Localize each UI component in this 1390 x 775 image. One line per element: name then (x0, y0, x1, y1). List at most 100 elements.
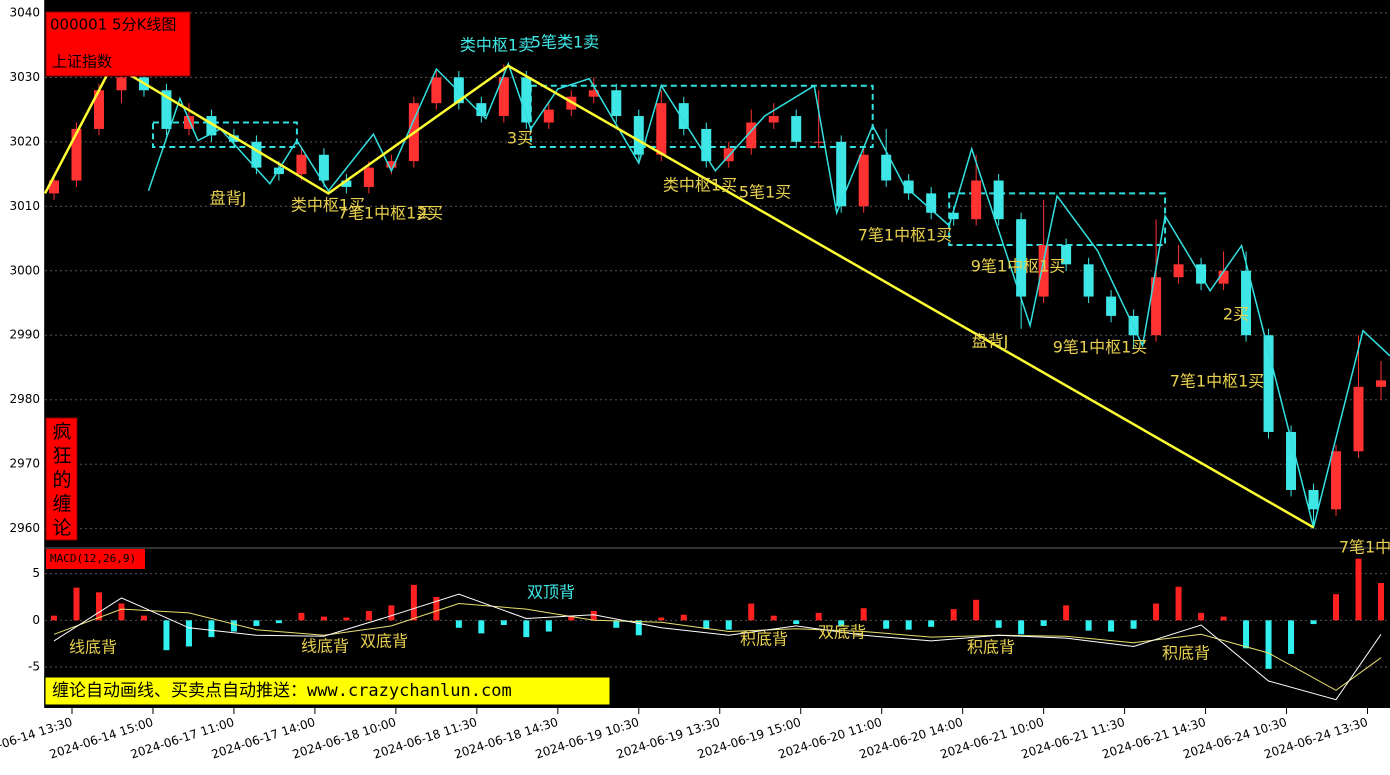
side-label: 疯狂的缠论 (52, 421, 71, 539)
candle-body (116, 77, 127, 91)
candle-body (1173, 264, 1184, 278)
side-label-box (45, 417, 78, 541)
macd-bar (793, 620, 800, 625)
divergence-label: 双底背 (360, 632, 408, 651)
candle-body (1196, 264, 1207, 284)
candle-body (521, 77, 532, 123)
candle-body (588, 90, 599, 97)
macd-bar (590, 611, 597, 621)
candle-body (341, 180, 352, 187)
macd-bar (140, 615, 147, 621)
candle-body (858, 154, 869, 207)
candle-body (1038, 244, 1049, 297)
macd-bar (185, 620, 192, 647)
y-tick-label: 2980 (9, 392, 40, 406)
candle-body (453, 77, 464, 104)
macd-label: MACD(12,26,9) (50, 552, 136, 565)
divergence-label: 积底背 (740, 630, 788, 649)
candle-body (1376, 380, 1387, 387)
macd-bar (680, 614, 687, 621)
candle-body (71, 128, 82, 181)
candle-body (183, 116, 194, 129)
macd-bar (73, 587, 80, 621)
macd-bar (995, 620, 1002, 628)
macd-bar (1378, 583, 1385, 621)
macd-bar (1108, 620, 1115, 632)
signal-label: 5笔1买 (739, 183, 791, 202)
candle-body (273, 167, 284, 175)
macd-bar (883, 620, 890, 629)
macd-bar (118, 603, 125, 621)
y-tick-label: 2990 (9, 328, 40, 342)
candle-body (363, 167, 374, 187)
pivot-box (151, 121, 298, 148)
macd-bar (320, 616, 327, 621)
candle-body (1331, 451, 1342, 510)
macd-bar (838, 620, 845, 626)
candle-body (993, 180, 1004, 220)
candle-body (476, 103, 487, 117)
macd-bar (388, 605, 395, 621)
candle-body (1308, 489, 1319, 510)
candle-body (633, 116, 644, 155)
divergence-label: 积底背 (1162, 644, 1210, 663)
candle-body (813, 141, 824, 143)
macd-bar (1040, 620, 1047, 626)
signal-label: 盘背J (972, 332, 1009, 351)
candle-body (251, 141, 262, 168)
candle-body (1241, 270, 1252, 336)
signal-label: 7笔1中枢1买 (338, 204, 433, 223)
macd-bar (1220, 616, 1227, 621)
macd-bar (1333, 594, 1340, 621)
candle-body (701, 128, 712, 162)
macd-bar (433, 597, 440, 621)
macd-bar (860, 608, 867, 621)
macd-bar (1243, 620, 1250, 649)
candle-body (1151, 277, 1162, 336)
candle-body (1016, 219, 1027, 297)
banner: 缠论自动画线、买卖点自动推送：www.crazychanlun.com (52, 681, 512, 701)
macd-bar (230, 620, 237, 632)
macd-bar (703, 620, 710, 629)
chart-title: 000001 5分K线图 (50, 16, 176, 34)
signal-label: 9笔1中枢1买 (1053, 338, 1148, 357)
candle-body (678, 103, 689, 129)
candle-body (206, 116, 217, 136)
macd-bar (973, 599, 980, 621)
macd-bar (298, 612, 305, 621)
candle-body (926, 193, 937, 213)
candle-body (881, 154, 892, 181)
candle-body (611, 90, 622, 117)
macd-bar (1175, 586, 1182, 621)
macd-bar (1063, 605, 1070, 621)
signal-label: 类中枢1买 (291, 196, 365, 215)
macd-bar (928, 620, 935, 627)
macd-bar (658, 617, 665, 621)
macd-bar (748, 603, 755, 621)
macd-bar (568, 616, 575, 621)
candle-body (1263, 335, 1274, 432)
macd-bar (905, 620, 912, 630)
candle-body (543, 109, 554, 123)
plot-background (45, 0, 1390, 708)
macd-bar (635, 620, 642, 636)
y-tick-label: 0 (32, 613, 40, 627)
candle-body (971, 180, 982, 220)
candle-body (161, 90, 172, 129)
candle-body (431, 77, 442, 104)
candle-body (768, 116, 779, 123)
macd-bar (253, 620, 260, 626)
candle-body (723, 148, 734, 162)
candle-body (948, 212, 959, 220)
macd-bar (613, 620, 620, 628)
y-tick-label: 5 (32, 566, 40, 580)
macd-bar (1288, 620, 1295, 654)
candle-body (1353, 386, 1364, 452)
y-tick-label: 2960 (9, 521, 40, 535)
macd-bar (163, 620, 170, 651)
macd-bar (208, 620, 215, 638)
macd-bar (1310, 620, 1317, 625)
signal-label: 类中枢1买 (663, 176, 737, 195)
candle-body (1106, 296, 1117, 316)
